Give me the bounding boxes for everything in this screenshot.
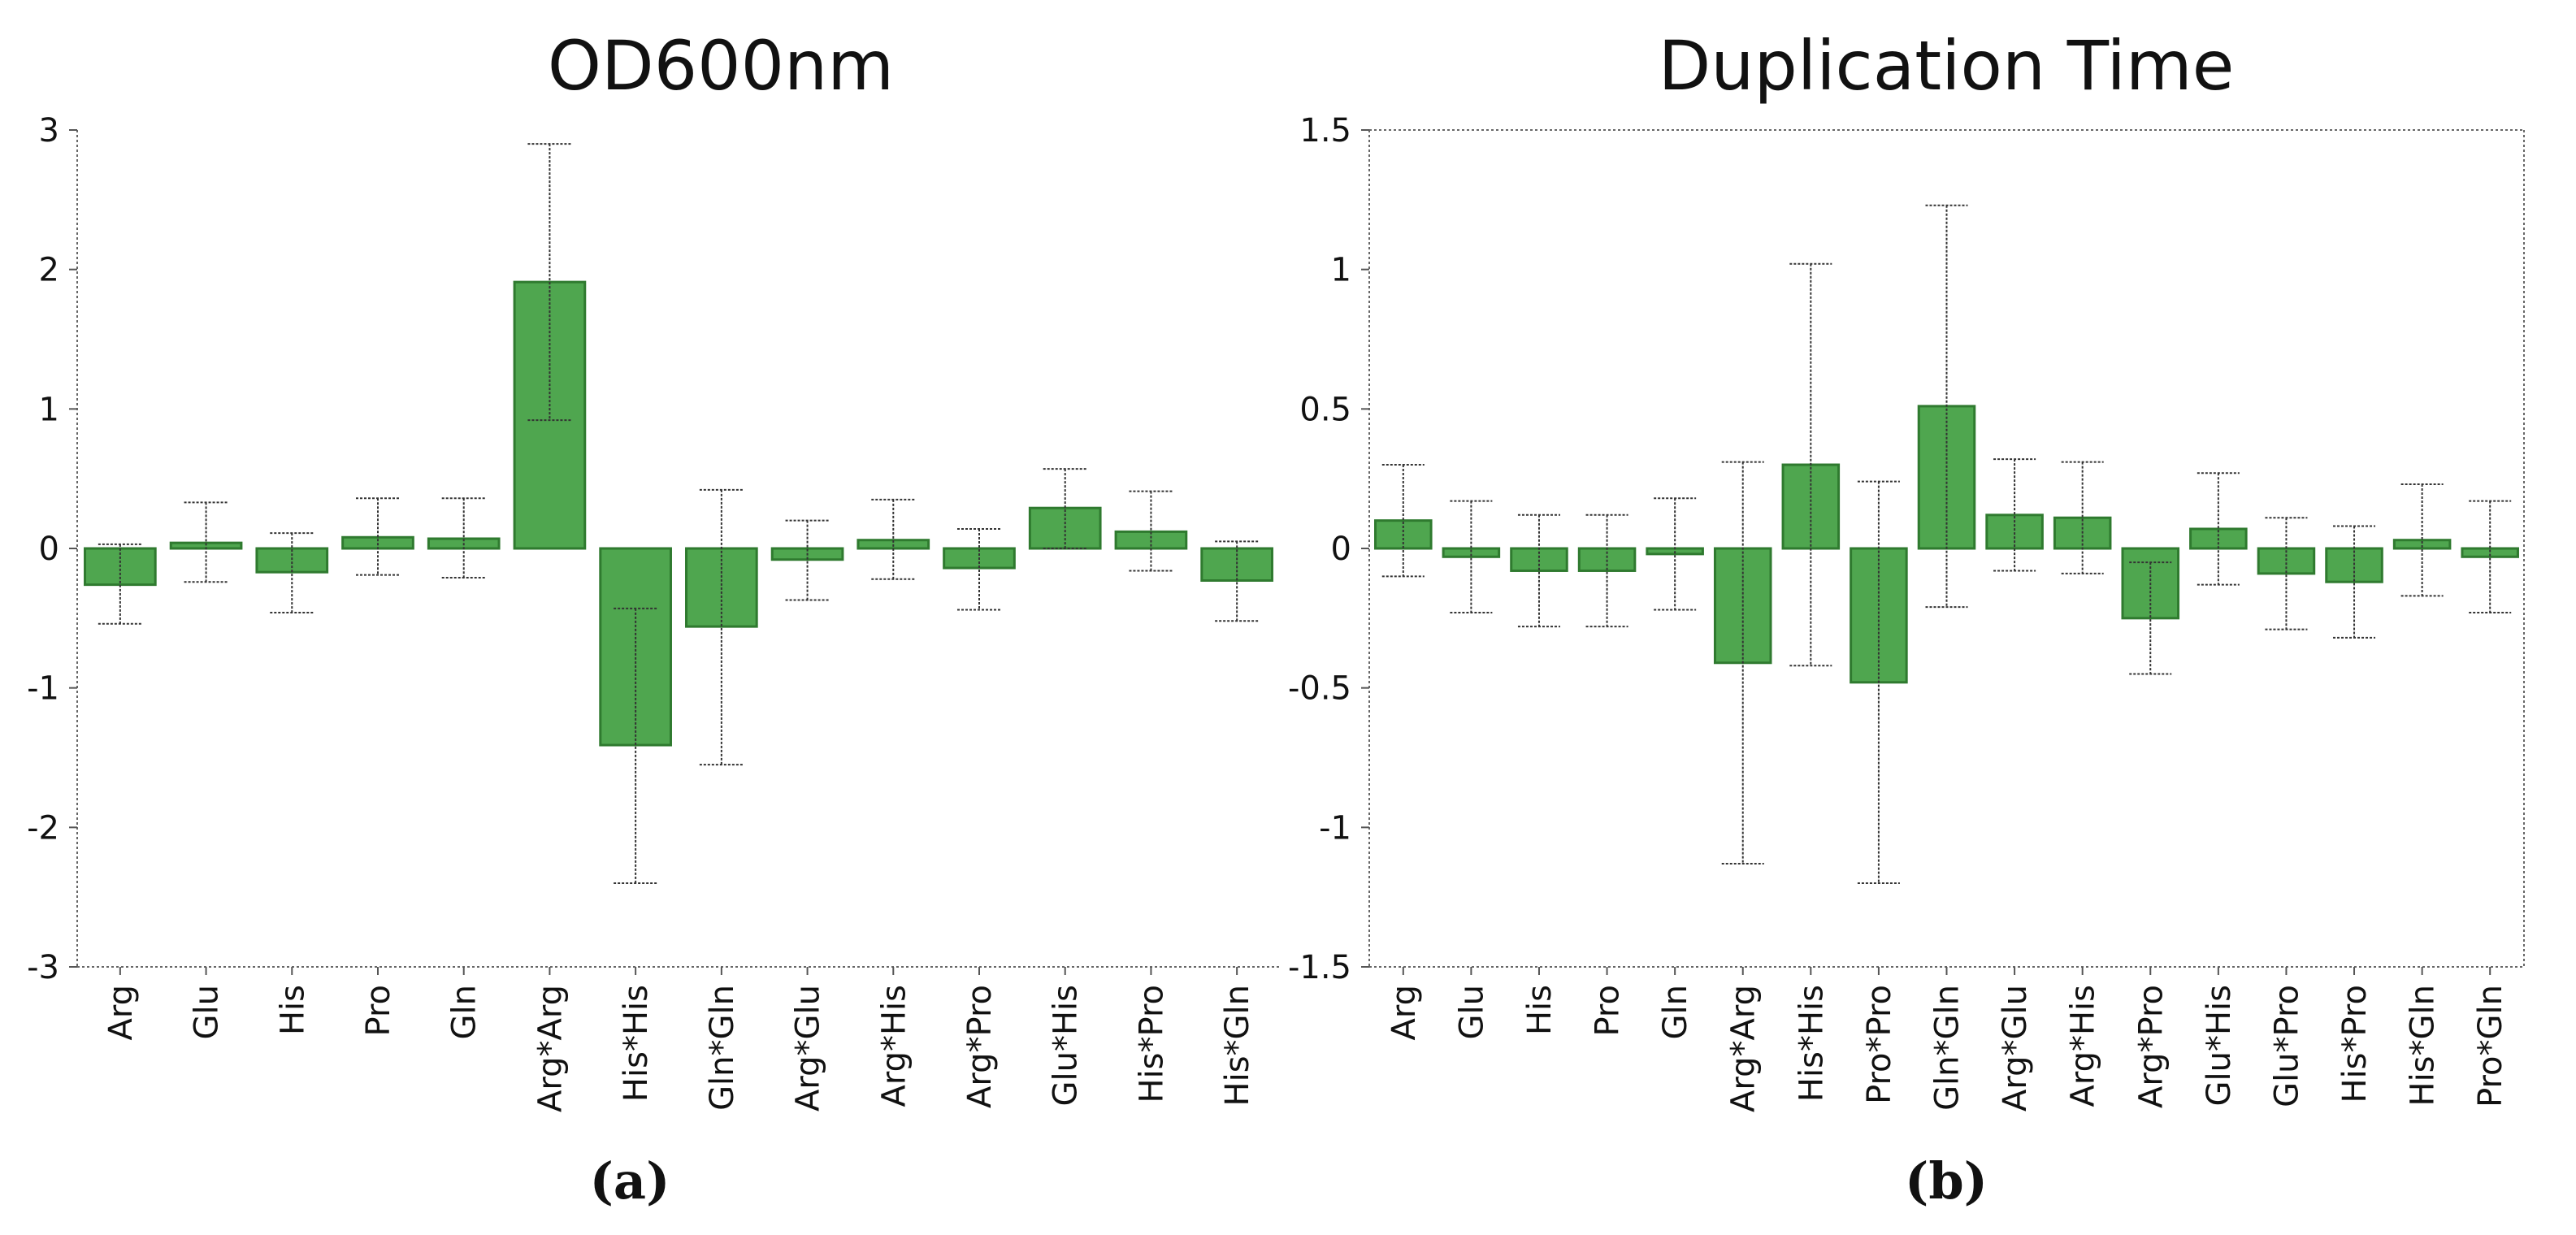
y-tick-label: 0.5 [1299,391,1351,428]
error-bar [1517,514,1560,628]
y-axis: -1.5 -1 -0.5 0 0.5 1 1.5 [1288,112,2525,986]
x-tick-label: Arg*Glu [1997,985,2034,1112]
bar-arg-x-arg [513,280,587,550]
x-tick-label: Pro [360,985,397,1036]
x-tick-label: Gln*Gln [704,985,741,1111]
error-bar [2197,472,2240,586]
error-bar [2469,500,2512,613]
x-tick-label: Pro*Pro [1861,985,1898,1104]
y-axis: -3 -2 -1 0 1 2 3 [27,112,1280,986]
x-tick-label: His*His [1793,985,1830,1102]
x-tick-label: His [1521,985,1559,1035]
error-bar [1993,458,2036,572]
y-tick-label: -0.5 [1288,670,1351,708]
y-tick-label: -1.5 [1288,949,1351,986]
error-bar [1381,464,1425,578]
x-tick-label: Glu*His [2201,985,2238,1107]
error-bar [2129,561,2172,675]
error-bar [785,519,830,601]
y-tick-label: 0 [1331,531,1351,568]
bar-his-x-his [1781,463,1841,550]
x-tick-label: His*Pro [1133,985,1170,1103]
error-bar [356,497,400,576]
error-bar [957,527,1001,611]
error-bar [1925,204,1968,609]
x-tick-label: His*Pro [2336,985,2374,1103]
error-bar [1043,468,1087,549]
x-tick-label: Arg*Pro [2132,985,2170,1108]
error-bar [1857,480,1900,884]
x-tick-label: His*Gln [1219,985,1256,1107]
error-bar [871,498,916,580]
error-bar [2333,525,2376,639]
error-bar [1450,500,1493,613]
x-tick-label: Gln*Gln [1929,985,1967,1111]
bar-arg-x-pro [943,547,1016,570]
error-bar [1215,540,1260,622]
x-tick-label: Gln [446,985,484,1039]
error-bar [1721,461,1764,864]
x-tick-label: Arg*His [875,985,913,1107]
x-tick-label: Arg*Arg [531,985,569,1112]
chart-panel-a: OD600nm -3 -2 -1 0 1 2 3 Arg Glu His Pro Gln Arg*Ar… [27,26,1280,1211]
error-bar [2400,483,2444,597]
y-tick-label: 1 [39,391,59,428]
bar-his-x-gln [2392,539,2452,550]
bars [84,280,1273,747]
x-tick-label: Arg [102,985,140,1041]
y-tick-label: 0 [39,531,59,568]
y-tick-label: -1 [27,670,59,708]
x-tick-label: His*His [618,985,655,1102]
y-tick-label: 1.5 [1299,112,1351,150]
bar-pro-x-pro [1850,547,1908,684]
x-tick-label: Glu*Pro [2268,985,2305,1107]
y-tick-label: -3 [27,949,59,986]
panel-caption: (b) [1905,1151,1988,1211]
x-tick-label: Arg*Pro [961,985,999,1108]
bar-pro-x-gln [2461,547,2519,558]
x-tick-label: Arg [1386,985,1423,1041]
error-bar [2061,461,2104,574]
x-tick-label: Glu [1453,985,1490,1039]
error-bar [527,143,572,422]
x-tick-labels: Arg Glu His Pro Gln Arg*Arg His*His Gln*Gln Arg*… [102,967,1256,1112]
error-bar [1789,262,1832,667]
chart-title: Duplication Time [1659,26,2235,106]
error-bar [184,501,228,583]
error-bars [98,143,1260,884]
bar-his [255,547,329,574]
chart-title: OD600nm [548,26,894,106]
x-tick-label: His [274,985,311,1035]
chart-panel-b: Duplication Time -1.5 -1 -0.5 0 0.5 1 1.5 Arg G… [1288,26,2525,1211]
y-tick-label: -2 [27,809,59,847]
x-tick-label: His*Gln [2405,985,2442,1107]
y-tick-label: -1 [1319,809,1351,847]
x-tick-label: Gln [1657,985,1694,1039]
error-bar [98,543,142,625]
panel-caption: (a) [590,1151,670,1211]
x-tick-label: Arg*Glu [790,985,827,1112]
error-bar [699,488,744,766]
error-bar [270,532,314,613]
error-bar [441,497,486,579]
bar-glu [1442,547,1501,558]
y-tick-label: 1 [1331,252,1351,289]
bar-arg-x-glu [1985,514,2044,550]
error-bar [614,607,658,884]
y-tick-label: 3 [39,112,59,150]
x-tick-label: Pro [1589,985,1627,1036]
x-tick-label: Glu [189,985,226,1039]
error-bar [1585,514,1628,628]
x-tick-label: Pro*Gln [2472,985,2509,1107]
x-tick-labels: Arg Glu His Pro Gln Arg*Arg His*His Pro*Pro Gln*… [1386,967,2509,1112]
x-tick-label: Arg*His [2065,985,2102,1107]
error-bar [2265,517,2308,630]
x-tick-label: Arg*Arg [1725,985,1763,1112]
error-bar [1129,490,1173,572]
error-bar [1654,497,1697,611]
error-bars [1381,204,2512,884]
x-tick-label: Glu*His [1047,985,1085,1107]
y-tick-label: 2 [39,252,59,289]
